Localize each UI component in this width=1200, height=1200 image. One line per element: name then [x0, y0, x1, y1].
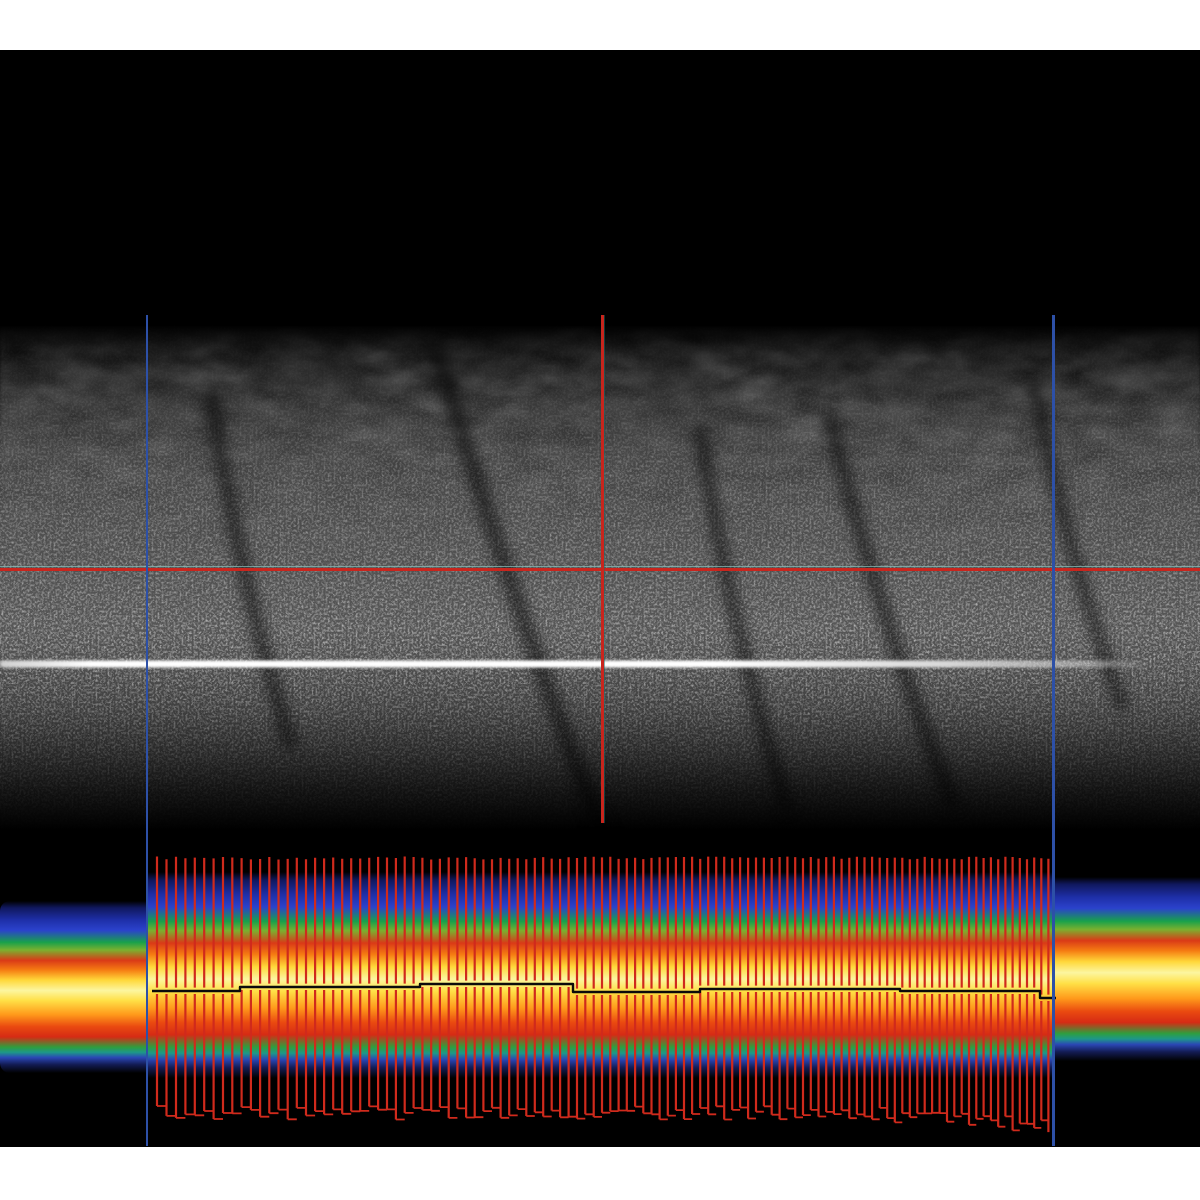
spectrum-segment-right: [1054, 877, 1200, 1061]
roi-line-left[interactable]: [145, 315, 148, 1146]
spectrum-trace-line: [152, 982, 1056, 1000]
crosshair-vertical[interactable]: [601, 315, 604, 823]
bscan-speckle-texture: [0, 325, 1200, 830]
surface-highlight-line: [0, 660, 1155, 668]
comb-connectors: [157, 1105, 1049, 1132]
vein-shadow: [693, 425, 793, 812]
saturation-comb: [155, 856, 1050, 1133]
crosshair-vertical-teal-edge: [604, 315, 606, 823]
crosshair-horizontal-cyan-companion: [0, 565, 1200, 568]
roi-line-right[interactable]: [1052, 315, 1055, 1146]
vein-shadow: [429, 343, 612, 830]
vein-shadow: [822, 412, 960, 810]
top-margin: [0, 0, 1200, 50]
bscan-image[interactable]: [0, 325, 1200, 830]
spectrum-overlay: [152, 856, 1056, 1133]
spectrum-segment-left: [0, 901, 148, 1073]
crosshair-horizontal[interactable]: [0, 568, 1200, 571]
bottom-margin: [0, 1147, 1200, 1200]
